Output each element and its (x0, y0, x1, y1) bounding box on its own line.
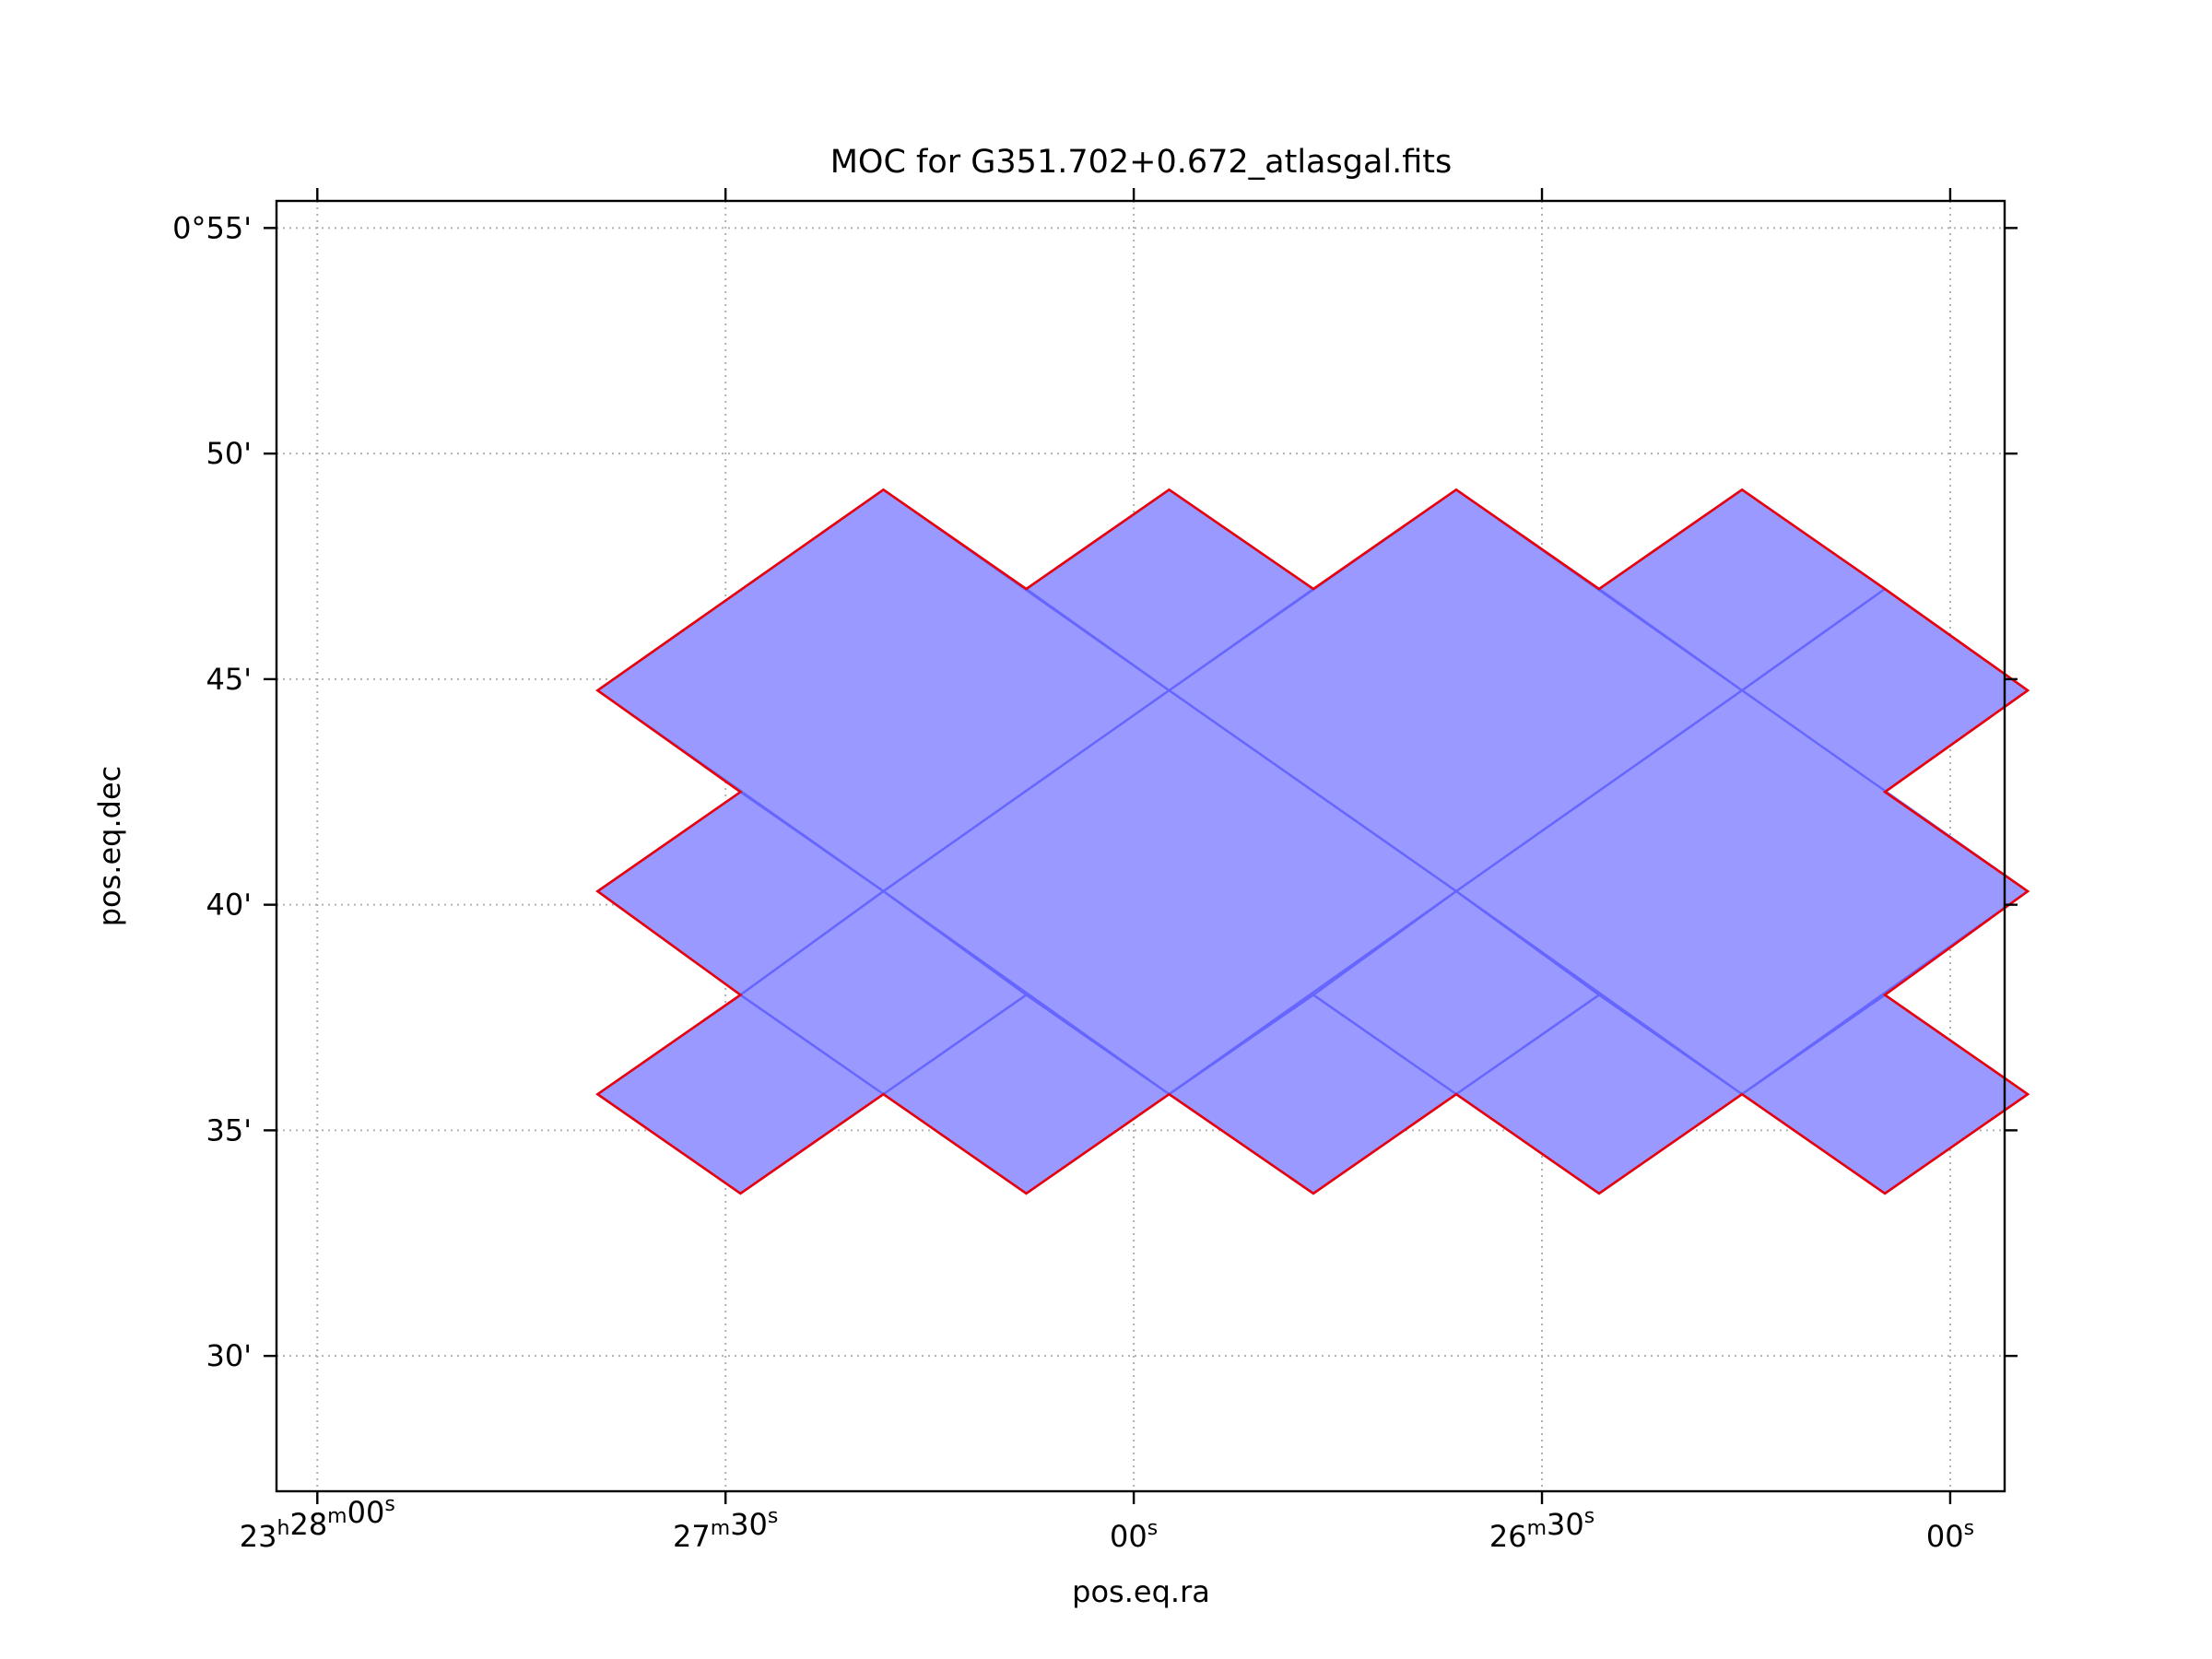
x-tick-label-0: 23h28m00s (240, 1493, 395, 1554)
y-axis-label: pos.eq.dec (92, 766, 127, 927)
y-tick-label-0: 0°55' (172, 210, 252, 245)
y-tick-label-4: 35' (206, 1112, 252, 1147)
moc-boundary (595, 488, 2030, 1195)
y-tick-labels: 0°55' 50' 45' 40' 35' 30' (172, 210, 252, 1373)
plot-frame (275, 199, 2006, 1493)
x-tick-label-1: 27m30s (673, 1505, 778, 1554)
y-tick-label-3: 40' (206, 888, 252, 923)
y-tick-label-2: 45' (206, 662, 252, 697)
y-tick-label-5: 30' (206, 1338, 252, 1373)
chart-title: MOC for G351.702+0.672_atlasgal.fits (830, 144, 1453, 181)
x-tick-label-3: 26m30s (1489, 1505, 1594, 1554)
x-tick-label-2: 00s (1110, 1517, 1158, 1554)
x-axis-label: pos.eq.ra (1072, 1574, 1210, 1609)
y-tick-label-1: 50' (206, 436, 252, 471)
x-tick-labels: 23h28m00s 27m30s 00s 26m30s 00s (240, 1493, 1974, 1554)
x-tick-label-4: 00s (1926, 1517, 1974, 1554)
moc-cells (595, 488, 2030, 1195)
axis-ticks (264, 188, 2018, 1504)
moc-boundary-outline (595, 488, 2030, 1195)
